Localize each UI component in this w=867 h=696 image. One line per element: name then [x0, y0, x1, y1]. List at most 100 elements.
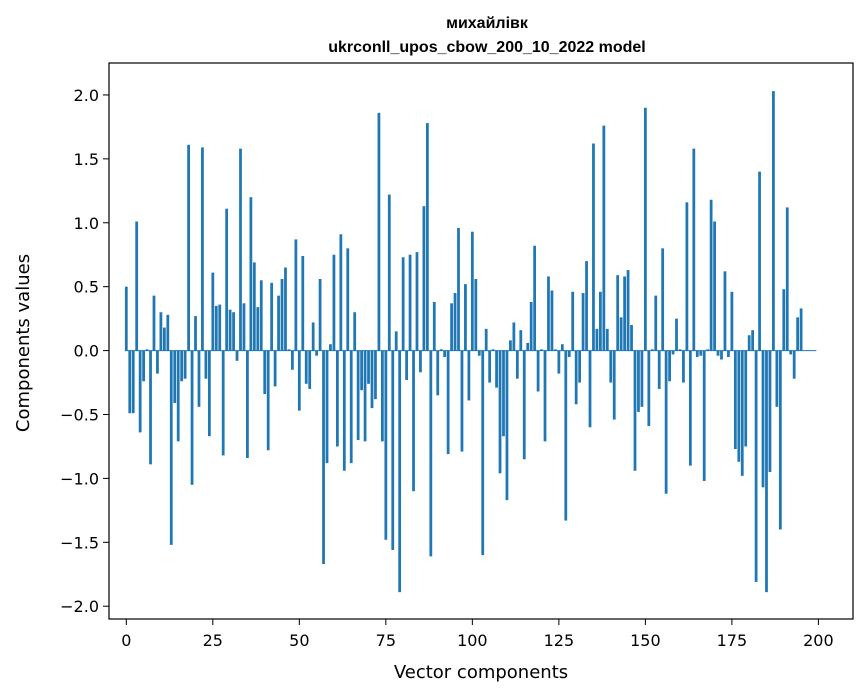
bar — [754, 350, 758, 582]
bar — [263, 350, 267, 395]
bar — [315, 350, 319, 356]
bar — [664, 350, 668, 494]
bar — [633, 350, 637, 471]
bar — [266, 350, 270, 451]
bar — [647, 350, 651, 426]
bar — [564, 350, 568, 521]
bar — [522, 350, 526, 460]
chart-subtitle: ukrconll_upos_cbow_200_10_2022 model — [328, 39, 645, 56]
bar — [768, 350, 772, 473]
bar — [256, 307, 260, 351]
bar — [287, 349, 291, 351]
bar — [294, 239, 298, 351]
bar — [630, 325, 633, 351]
y-tick-label: −0.5 — [60, 405, 99, 424]
bar — [612, 350, 616, 420]
y-axis-ticks: 2.0 1.5 1.0 0.5 0.0 −0.5 −1.0 −1.5 −2.0 — [60, 86, 109, 616]
bar — [491, 349, 495, 351]
chart-title: михайлівк — [446, 15, 529, 32]
bar — [637, 350, 640, 412]
bar — [308, 350, 312, 389]
x-tick-label: 25 — [203, 631, 223, 650]
bar — [578, 350, 582, 383]
bar — [432, 302, 436, 351]
bar — [519, 330, 523, 351]
bar — [332, 254, 336, 351]
bar — [297, 350, 301, 411]
bar — [650, 349, 654, 351]
bar — [291, 350, 294, 370]
bar — [574, 350, 578, 405]
x-tick-label: 50 — [289, 631, 309, 650]
bar — [730, 291, 734, 351]
bar — [505, 350, 509, 501]
bar — [709, 199, 713, 351]
bar — [415, 252, 419, 351]
bar — [156, 350, 159, 374]
bar — [699, 350, 703, 356]
bar — [675, 318, 678, 351]
bar — [464, 284, 467, 351]
bar — [588, 350, 592, 428]
bar — [474, 279, 478, 351]
x-axis-label: Vector components — [394, 662, 568, 683]
bar — [512, 322, 516, 351]
bar — [128, 350, 132, 414]
x-axis-ticks: 0 25 50 75 100 125 150 175 200 — [121, 619, 834, 650]
bar — [242, 303, 246, 351]
bar — [429, 350, 433, 557]
x-tick-label: 0 — [121, 631, 131, 650]
bar — [626, 270, 630, 351]
bar — [536, 350, 540, 392]
x-tick-label: 100 — [457, 631, 488, 650]
bar — [197, 350, 201, 407]
bar — [747, 335, 751, 351]
bar — [218, 304, 222, 351]
bar — [169, 350, 173, 545]
bar — [235, 350, 239, 361]
bar — [716, 350, 720, 356]
bar — [329, 344, 332, 351]
bar — [467, 350, 471, 401]
bar — [758, 171, 761, 351]
bar — [547, 276, 550, 351]
bar — [232, 312, 235, 351]
bar — [190, 350, 194, 485]
bar — [692, 148, 696, 351]
bar — [495, 350, 498, 388]
bar — [668, 350, 671, 382]
bar — [398, 350, 402, 593]
bar — [775, 350, 779, 407]
y-tick-label: 2.0 — [74, 86, 99, 105]
bar — [560, 344, 564, 351]
y-tick-label: −1.5 — [60, 533, 99, 552]
bar — [370, 350, 374, 409]
bar — [374, 350, 377, 400]
bar — [342, 350, 346, 471]
bar — [695, 350, 699, 357]
bar — [353, 312, 357, 351]
bar — [401, 257, 405, 351]
bar — [387, 194, 391, 351]
bar — [702, 350, 706, 481]
bar — [720, 350, 723, 360]
bar — [412, 350, 415, 492]
bar — [778, 350, 782, 530]
bar — [422, 206, 426, 351]
y-tick-label: −2.0 — [60, 597, 99, 616]
bar — [543, 350, 547, 442]
x-tick-label: 75 — [376, 631, 396, 650]
bar — [744, 350, 748, 447]
bar — [408, 254, 412, 351]
bar — [356, 350, 360, 441]
bar — [311, 322, 315, 351]
bar — [792, 350, 796, 379]
bar — [533, 245, 537, 351]
bar — [671, 350, 675, 355]
bar — [225, 208, 229, 351]
bar — [713, 221, 716, 351]
bar — [789, 350, 793, 355]
bar — [585, 261, 588, 351]
bar — [605, 328, 609, 351]
